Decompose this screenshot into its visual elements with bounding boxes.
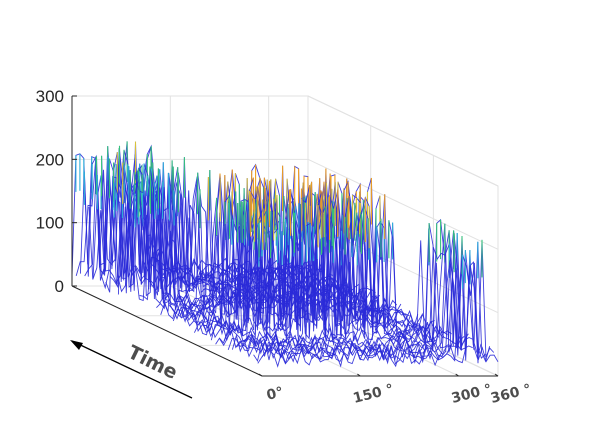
x-tick-label: 0°	[265, 384, 285, 404]
x-axis-ticks: 0° 150 ° 300 °360 °	[258, 373, 533, 407]
surface-plot	[71, 141, 499, 368]
z-tick-label: 0	[55, 277, 64, 296]
surface-line	[236, 230, 473, 356]
surface-line	[198, 180, 435, 337]
z-tick-label: 300	[36, 87, 64, 106]
grid-line-side	[307, 222, 499, 314]
z-tick-label: 100	[36, 214, 64, 233]
surface-line	[223, 240, 461, 349]
x-tick-mark	[258, 373, 263, 377]
time-axis: Time	[70, 340, 193, 399]
time-arrow-head	[70, 340, 83, 350]
time-axis-line	[71, 285, 263, 377]
x-tick-mark	[357, 373, 361, 377]
time-arrow-line	[71, 340, 193, 399]
surface-line	[261, 254, 499, 368]
z-tick-label: 200	[36, 150, 64, 169]
x-tick-label: 360 °	[489, 381, 533, 406]
grid-line-side	[307, 95, 499, 187]
z-axis-ticks: 0 100 200 300	[36, 87, 77, 296]
x-tick-label: 150 °	[351, 381, 395, 406]
x-tick-mark	[455, 373, 459, 377]
x-tick-mark	[494, 373, 499, 377]
x-tick-label: 300 °	[450, 381, 494, 406]
time-axis-label: Time	[124, 341, 181, 384]
grid-line-side	[307, 158, 499, 250]
